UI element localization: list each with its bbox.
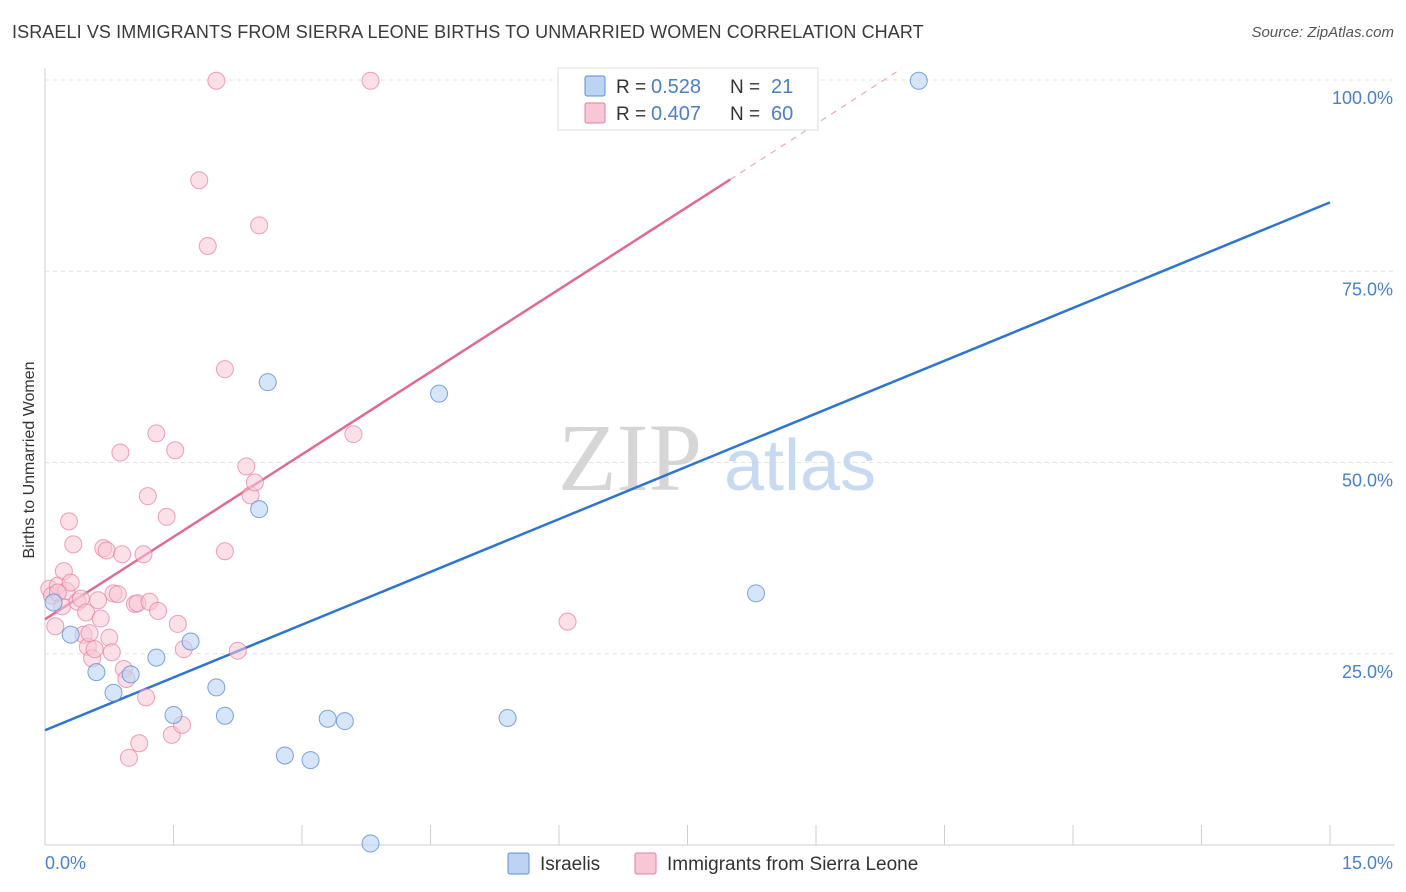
- sierra-leone-point: [89, 591, 108, 610]
- sierra-leone-point: [108, 585, 127, 604]
- legend-label-sierra-leone: Immigrants from Sierra Leone: [667, 854, 918, 875]
- x-tick-label-min: 0.0%: [45, 853, 86, 873]
- sierra-leone-point: [138, 487, 157, 506]
- sierra-leone-point: [61, 573, 80, 592]
- y-tick-label: 25.0%: [1342, 662, 1393, 682]
- israelis-point: [87, 663, 106, 682]
- israelis-point: [301, 751, 320, 770]
- y-tick-label: 100.0%: [1332, 88, 1393, 108]
- israelis-point: [250, 500, 269, 519]
- sierra-leone-point: [361, 71, 380, 90]
- sierra-leone-point: [344, 425, 363, 444]
- israelis-point: [275, 746, 294, 765]
- sierra-leone-point: [91, 609, 110, 628]
- sierra-leone-point: [190, 171, 209, 190]
- sierra-leone-n-value: 60: [771, 103, 793, 125]
- sierra-leone-point: [113, 545, 132, 564]
- sierra-leone-point: [134, 545, 153, 564]
- israelis-point: [318, 709, 337, 728]
- sierra-leone-trend-extension: [730, 68, 902, 180]
- israelis-point: [164, 705, 183, 724]
- legend-swatch-sierra-leone: [634, 852, 657, 875]
- legend-label-israelis: Israelis: [540, 854, 600, 875]
- israelis-point: [181, 632, 200, 651]
- israelis-point: [147, 648, 166, 667]
- sierra-leone-point: [147, 424, 166, 443]
- israelis-trend-line: [44, 201, 1331, 732]
- sierra-leone-point: [166, 441, 185, 460]
- sierra-leone-point: [245, 473, 264, 492]
- israelis-point: [747, 584, 766, 603]
- israelis-point: [104, 683, 123, 702]
- sierra-leone-point: [215, 542, 234, 561]
- israelis-point: [215, 706, 234, 725]
- israelis-point: [498, 709, 517, 728]
- y-tick-label: 50.0%: [1342, 471, 1393, 491]
- israelis-r-label: R =: [616, 77, 646, 98]
- sierra-leone-point: [207, 71, 226, 90]
- x-tick-label-max: 15.0%: [1342, 853, 1393, 873]
- israelis-point: [258, 373, 277, 392]
- sierra-leone-trend-line: [44, 178, 732, 621]
- sierra-leone-point: [137, 688, 156, 707]
- israelis-point: [361, 834, 380, 853]
- israelis-point: [335, 712, 354, 731]
- watermark-zip: ZIP: [558, 404, 702, 511]
- israelis-n-label: N =: [730, 77, 760, 98]
- legend-swatch-israelis: [507, 852, 530, 875]
- source-credit: Source: ZipAtlas.com: [1251, 24, 1394, 41]
- israelis-point: [430, 384, 449, 403]
- sierra-leone-n-label: N =: [730, 104, 760, 125]
- sierra-leone-point: [64, 535, 83, 554]
- israelis-point: [61, 625, 80, 644]
- y-tick-label: 75.0%: [1342, 279, 1393, 299]
- watermark-atlas: atlas: [724, 426, 876, 506]
- sierra-leone-point: [119, 748, 138, 767]
- israelis-r-value: 0.528: [651, 76, 701, 98]
- israelis-point: [44, 593, 63, 612]
- sierra-leone-point: [130, 734, 149, 753]
- israelis-point: [121, 665, 140, 684]
- sierra-leone-point: [149, 601, 168, 620]
- chart-title: ISRAELI VS IMMIGRANTS FROM SIERRA LEONE …: [12, 22, 924, 42]
- sierra-leone-point: [198, 237, 217, 256]
- israelis-legend-swatch: [584, 75, 606, 97]
- israelis-n-value: 21: [771, 76, 793, 98]
- sierra-leone-point: [168, 614, 187, 633]
- sierra-leone-point: [111, 443, 130, 462]
- sierra-leone-point: [80, 624, 99, 643]
- sierra-leone-point: [46, 617, 65, 636]
- sierra-leone-r-value: 0.407: [651, 103, 701, 125]
- sierra-leone-point: [102, 643, 121, 662]
- sierra-leone-legend-swatch: [584, 102, 606, 124]
- sierra-leone-point: [250, 216, 269, 235]
- sierra-leone-point: [85, 640, 104, 659]
- y-axis-label: Births to Unmarried Women: [21, 361, 38, 558]
- israelis-point: [207, 678, 226, 697]
- sierra-leone-point: [97, 541, 116, 560]
- sierra-leone-point: [59, 512, 78, 531]
- sierra-leone-point: [228, 641, 247, 660]
- sierra-leone-r-label: R =: [616, 104, 646, 125]
- israelis-point: [909, 71, 928, 90]
- sierra-leone-point: [215, 360, 234, 379]
- sierra-leone-point: [237, 457, 256, 476]
- sierra-leone-point: [157, 507, 176, 526]
- sierra-leone-point: [558, 612, 577, 631]
